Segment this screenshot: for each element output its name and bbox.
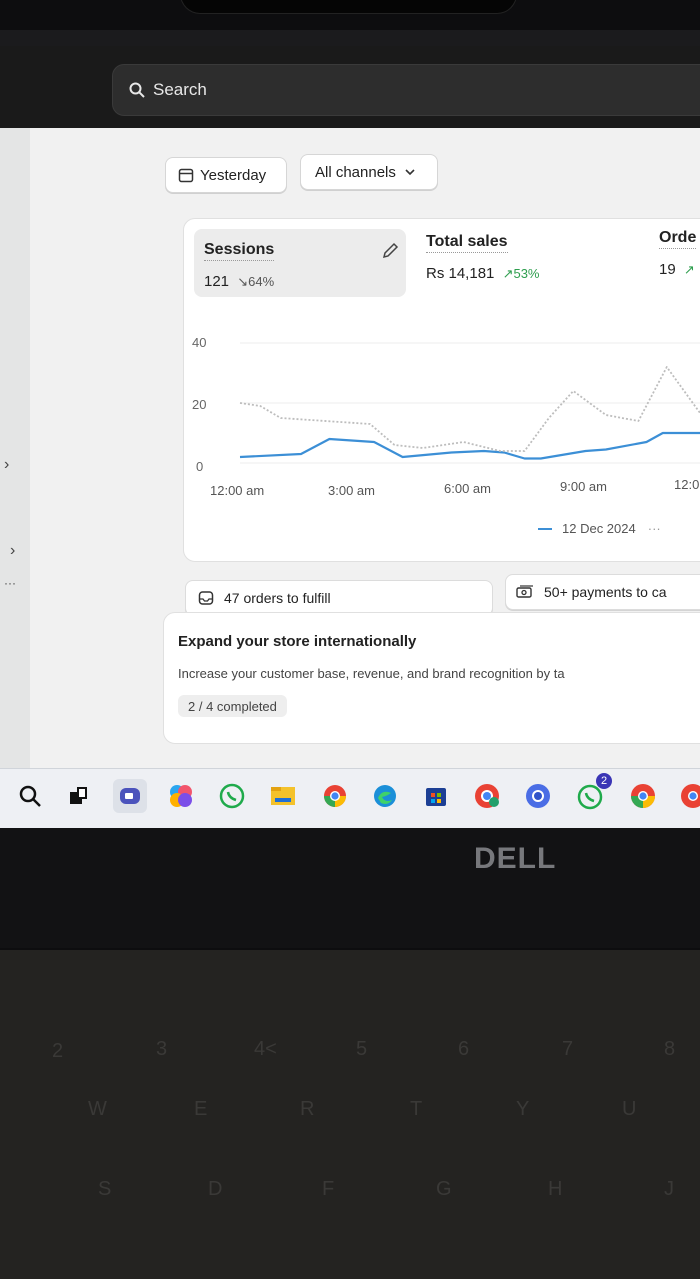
keyboard-key: 8 [664,1038,675,1061]
whatsapp-icon[interactable] [217,781,247,811]
admin-top-bar: Search [0,46,700,128]
date-range-button[interactable]: Yesterday [165,157,287,193]
orders-to-fulfill-button[interactable]: 47 orders to fulfill [185,580,493,616]
date-range-label: Yesterday [200,167,266,184]
task-view-icon[interactable] [63,781,93,811]
chrome-profile-3-icon[interactable] [628,781,658,811]
file-explorer-icon[interactable] [268,781,298,811]
x-tick: 12:0 [674,477,699,492]
chrome-profile-icon[interactable] [472,781,502,811]
comparison-series-line [240,367,700,451]
keyboard-key: T [410,1098,422,1121]
store-icon[interactable] [421,781,451,811]
laptop-screen: Search › › ··· Yesterday All channels Se… [0,46,700,828]
international-expansion-card[interactable]: Expand your store internationally Increa… [163,612,700,744]
keyboard-key: J [664,1178,674,1201]
progress-badge: 2 / 4 completed [178,695,287,717]
orders-to-fulfill-label: 47 orders to fulfill [224,590,331,606]
keyboard-key: 4< [254,1038,277,1061]
keyboard-key: G [436,1178,452,1201]
legend-dotted-swatch: ··· [648,521,661,536]
chart-legend: 12 Dec 2024 ··· [538,521,661,536]
x-tick: 3:00 am [328,483,375,498]
camera-notch [180,0,517,14]
cash-icon [516,585,534,599]
search-bar[interactable]: Search [112,64,700,116]
edge-icon[interactable] [370,781,400,811]
channel-filter-dropdown[interactable]: All channels [300,154,438,190]
keyboard-key: F [322,1178,334,1201]
keyboard-key: U [622,1098,636,1121]
windows-taskbar: 2 [0,768,700,828]
keyboard-key: E [194,1098,207,1121]
search-icon[interactable] [15,781,45,811]
chrome-icon[interactable] [320,781,350,811]
laptop-bottom-bezel [0,828,700,948]
search-icon [129,82,145,98]
legend-label: 12 Dec 2024 [562,521,636,536]
x-tick: 6:00 am [444,481,491,496]
teams-icon[interactable] [113,779,147,813]
inbox-icon [198,590,214,606]
payments-to-capture-label: 50+ payments to ca [544,584,667,600]
notification-badge: 2 [596,773,612,789]
keyboard-key: 3 [156,1038,167,1061]
analytics-card: Sessions 121 ↘64% Total sales Rs 14,181 … [183,218,700,562]
chrome-profile-2-icon[interactable] [523,781,553,811]
laptop-keyboard: 2 3 4< 5 6 7 8 W E R T Y U S D F G H J [0,950,700,1279]
keyboard-key: W [88,1098,107,1121]
keyboard-key: R [300,1098,314,1121]
more-dots-icon[interactable]: ··· [4,576,16,590]
calendar-icon [178,167,194,183]
keyboard-key: S [98,1178,111,1201]
promo-description: Increase your customer base, revenue, an… [178,666,565,681]
x-tick: 12:00 am [210,483,264,498]
keyboard-key: 2 [52,1040,63,1063]
keyboard-key: Y [516,1098,529,1121]
chevron-right-icon[interactable]: › [4,456,9,474]
left-sidebar-edge: › › ··· [0,128,30,768]
keyboard-key: 6 [458,1038,469,1061]
keyboard-key: 7 [562,1038,573,1061]
channel-filter-label: All channels [315,164,396,181]
sessions-line-chart [184,219,700,561]
x-tick: 9:00 am [560,479,607,494]
keyboard-key: D [208,1178,222,1201]
whatsapp-beta-icon[interactable]: 2 [576,781,606,811]
chevron-down-icon [404,166,416,178]
keyboard-key: H [548,1178,562,1201]
chrome-profile-4-icon[interactable] [676,781,700,811]
promo-title: Expand your store internationally [178,633,416,650]
sessions-series-line [240,430,700,459]
search-label: Search [153,80,207,100]
copilot-icon[interactable] [166,781,196,811]
legend-swatch [538,528,552,530]
dell-logo: DELL [474,842,556,876]
keyboard-key: 5 [356,1038,367,1061]
chevron-right-icon[interactable]: › [10,542,15,560]
payments-to-capture-button[interactable]: 50+ payments to ca [505,574,700,610]
